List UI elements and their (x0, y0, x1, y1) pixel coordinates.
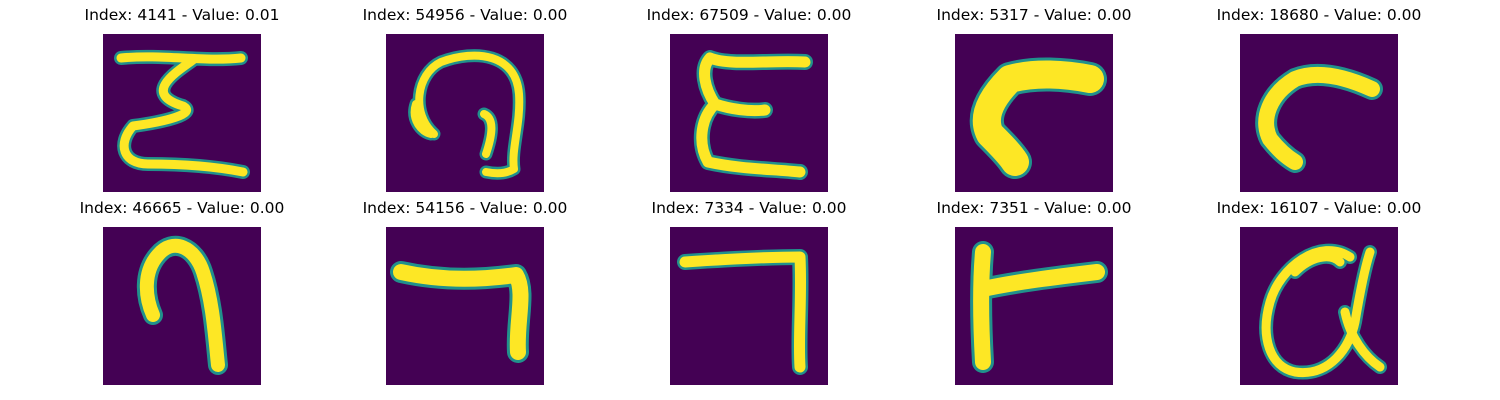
panel-title: Index: 67509 - Value: 0.00 (646, 6, 852, 24)
panel-title: Index: 54156 - Value: 0.00 (362, 199, 568, 217)
digit-image-e-shape (670, 34, 828, 192)
panel-title: Index: 16107 - Value: 0.00 (1216, 199, 1422, 217)
panel-title: Index: 4141 - Value: 0.01 (84, 6, 280, 24)
digit-image-thin-hook-shape (1240, 34, 1398, 192)
digit-image-seven-shape (386, 227, 544, 385)
panel-title: Index: 18680 - Value: 0.00 (1216, 6, 1422, 24)
panel-title: Index: 7334 - Value: 0.00 (651, 199, 847, 217)
panel-title: Index: 7351 - Value: 0.00 (936, 199, 1132, 217)
panel-title: Index: 54956 - Value: 0.00 (362, 6, 568, 24)
digit-image-t-bar-shape (955, 227, 1113, 385)
panel-title: Index: 5317 - Value: 0.00 (936, 6, 1132, 24)
digit-image-right-angle-shape (670, 227, 828, 385)
panel-title: Index: 46665 - Value: 0.00 (79, 199, 285, 217)
digit-image-alpha-shape (1240, 227, 1398, 385)
digit-image-z-shape (103, 34, 261, 192)
digit-image-arch-shape (103, 227, 261, 385)
digit-image-loop-shape (386, 34, 544, 192)
digit-image-thick-hook-shape (955, 34, 1113, 192)
